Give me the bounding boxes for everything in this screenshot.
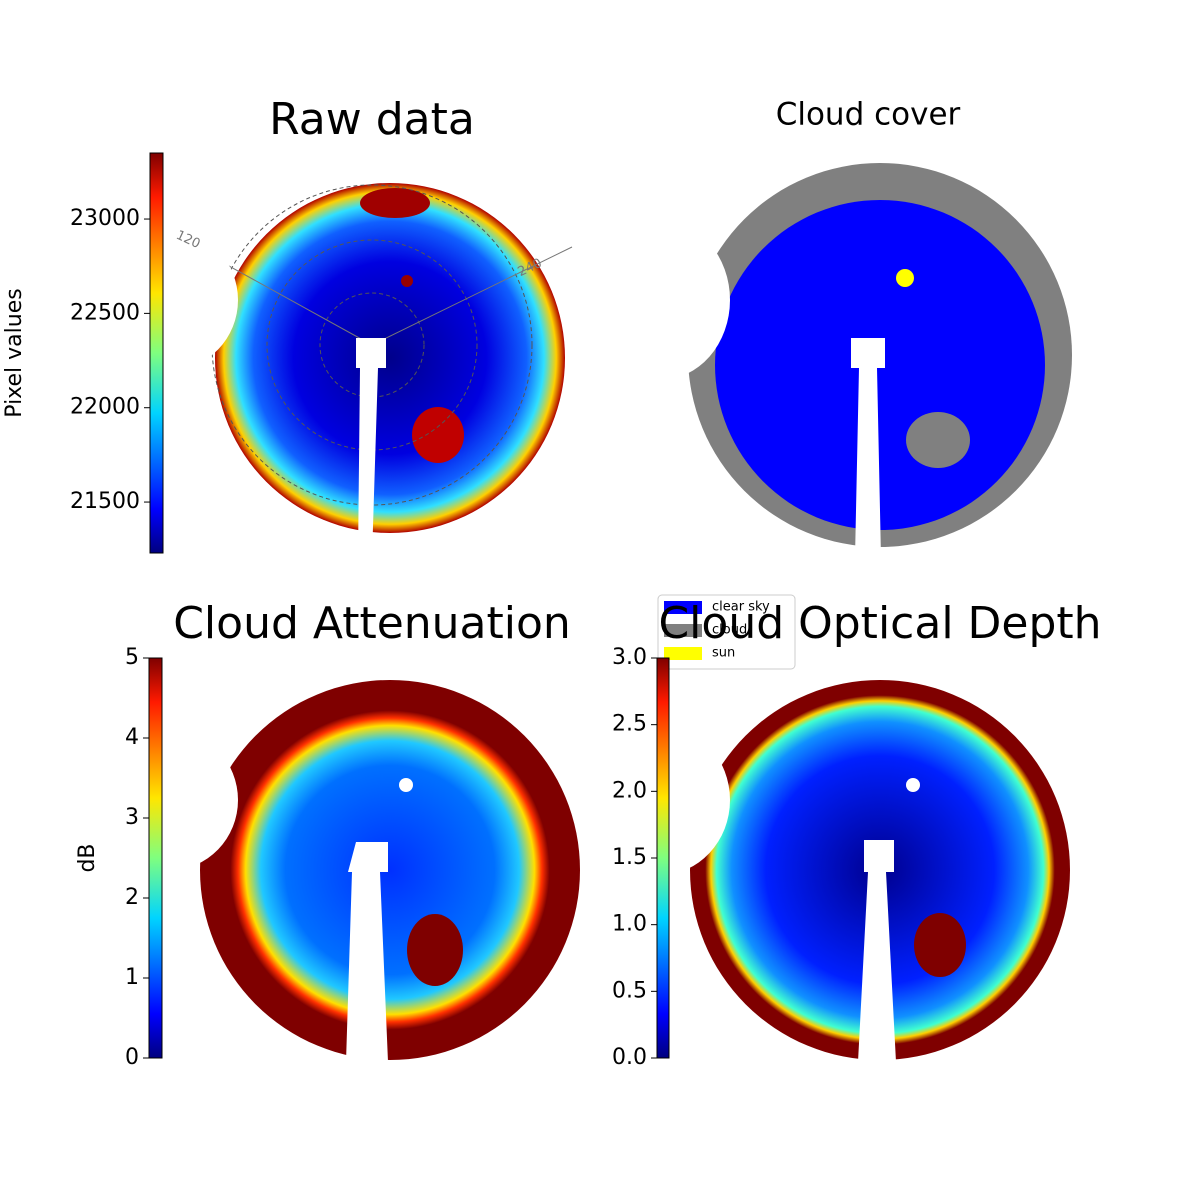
colorbar-tick-label: 3.0 — [612, 645, 647, 670]
panel-title: Cloud cover — [776, 97, 961, 133]
legend: clear sky cloud sun — [657, 594, 796, 670]
colorbar-tick-label: 23000 — [70, 206, 140, 231]
colorbar-tick-label: 22500 — [70, 300, 140, 325]
colorbar-tick-label: 3 — [125, 805, 139, 830]
legend-swatch — [664, 601, 702, 614]
colorbar-tick-label: 2 — [125, 885, 139, 910]
colorbar-label: Pixel values — [2, 288, 27, 417]
colorbar-tick-label: 2.5 — [612, 712, 647, 737]
colorbar — [148, 657, 163, 1059]
colorbar-tick-label: 2.0 — [612, 778, 647, 803]
legend-label: sun — [712, 646, 735, 661]
panel-title: Cloud Optical Depth — [658, 598, 1101, 649]
colorbar-tick-label: 0.0 — [612, 1045, 647, 1070]
colorbar-tick-label: 22000 — [70, 395, 140, 420]
colorbar-tick-label: 4 — [125, 725, 139, 750]
colorbar-tick-label: 5 — [125, 645, 139, 670]
colorbar — [656, 657, 670, 1059]
panel-title: Cloud Attenuation — [173, 598, 571, 649]
colorbar-label: dB — [75, 843, 100, 872]
legend-label: clear sky — [712, 600, 770, 615]
colorbar-tick-label: 0.5 — [612, 978, 647, 1003]
legend-swatch — [664, 624, 702, 637]
sky-images — [102, 163, 1072, 1062]
colorbar-tick-label: 1.0 — [612, 912, 647, 937]
legend-swatch — [664, 647, 702, 660]
colorbar-tick-label: 1 — [125, 965, 139, 990]
colorbar-tick-label: 21500 — [70, 489, 140, 514]
colorbar — [149, 152, 164, 554]
panel-title: Raw data — [269, 94, 475, 145]
colorbar-tick-label: 1.5 — [612, 845, 647, 870]
legend-label: cloud — [712, 623, 747, 638]
colorbar-tick-label: 0 — [125, 1045, 139, 1070]
